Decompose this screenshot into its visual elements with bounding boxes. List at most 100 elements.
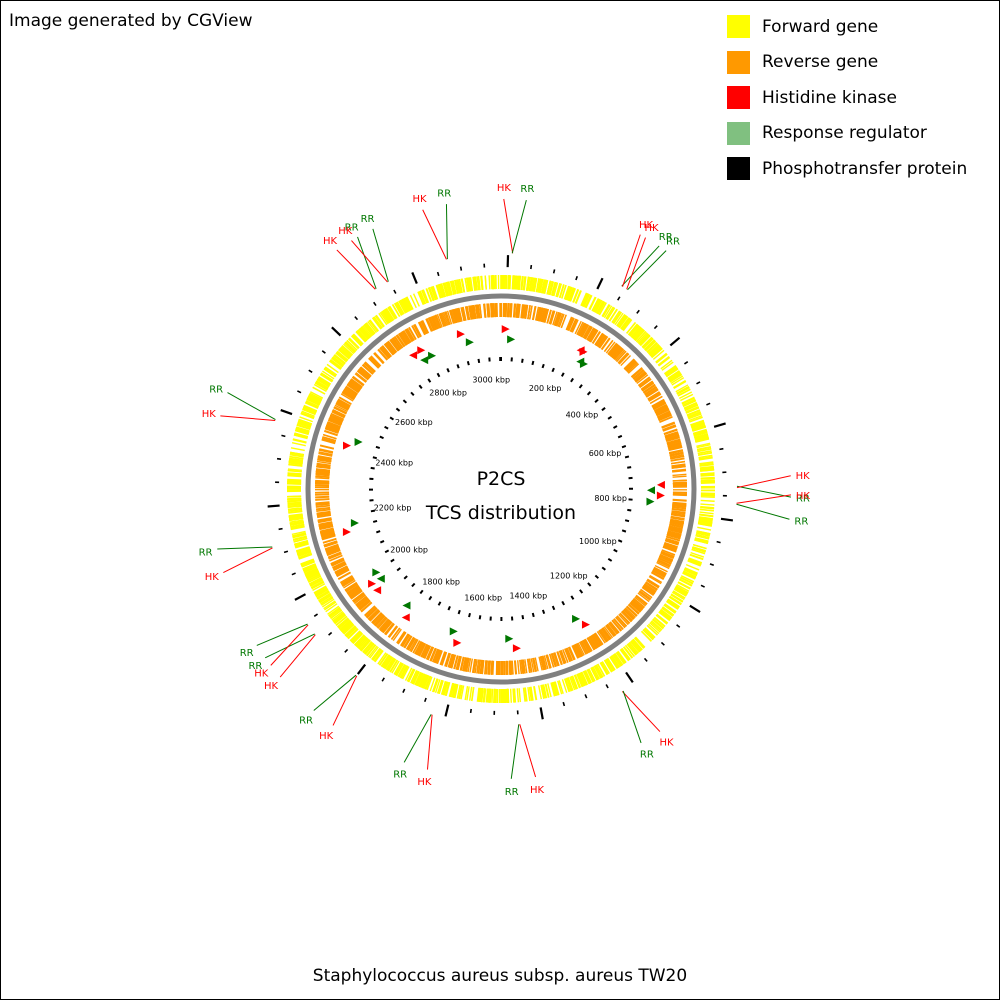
reverse-gene [659,416,673,424]
forward-gene [443,282,449,297]
response-regulator-marker [507,335,516,344]
outer-tick [373,301,377,307]
tcs-callout-line [357,236,377,289]
reverse-gene [639,378,652,388]
forward-gene [312,386,326,395]
forward-gene [297,422,311,429]
reverse-gene [580,640,589,654]
reverse-gene [647,391,660,400]
reverse-gene [665,436,680,442]
reverse-gene [355,595,367,606]
reverse-gene [671,506,687,510]
forward-gene [667,599,680,609]
forward-gene [483,688,487,703]
reverse-gene [385,623,395,636]
forward-gene [377,652,387,665]
reverse-gene [449,309,456,324]
reverse-gene [474,659,478,674]
forward-gene [581,671,589,686]
reverse-gene [566,647,574,662]
tcs-callout-line [621,691,661,732]
reverse-gene [364,605,376,617]
forward-gene [335,352,348,363]
cgview-credit: Image generated by CGView [9,11,253,31]
reverse-gene [373,614,385,626]
reverse-gene [460,307,465,322]
reverse-gene [468,305,472,320]
reverse-gene [516,303,520,318]
reverse-gene [344,386,358,396]
reverse-gene [649,574,663,584]
reverse-gene [670,457,685,462]
forward-gene [649,622,661,633]
forward-gene [559,284,565,299]
reverse-gene [410,639,419,653]
reverse-gene [384,343,394,356]
forward-gene [610,655,620,668]
reverse-gene [662,546,677,553]
tcs-callout-line [217,546,273,550]
forward-gene [407,669,416,683]
reverse-gene [517,660,520,675]
forward-gene [363,642,374,655]
reverse-gene [651,571,665,580]
reverse-gene [635,594,648,605]
reverse-gene [455,655,461,670]
reverse-gene [626,606,638,617]
reverse-gene [461,306,466,321]
forward-gene [542,684,547,699]
forward-gene [675,585,689,594]
forward-gene [615,652,625,665]
reverse-gene [538,307,543,322]
reverse-gene [484,660,487,675]
forward-gene [362,641,373,653]
reverse-gene [399,332,409,345]
scale-label: 2800 kbp [429,389,467,398]
forward-gene [676,387,690,395]
reverse-gene [348,587,361,597]
tcs-label: RR [199,547,213,558]
forward-gene [407,668,415,682]
reverse-gene [416,642,425,656]
outer-tick [436,271,440,277]
forward-gene [351,632,363,644]
reverse-gene [403,635,412,648]
forward-gene [633,637,645,649]
forward-gene [655,353,668,364]
forward-gene [294,542,309,548]
tcs-label: HK [497,183,512,194]
reverse-gene [540,307,546,322]
reverse-gene [589,329,598,343]
forward-gene [566,677,572,692]
reverse-gene [334,404,348,413]
forward-gene [690,551,705,558]
reverse-gene [616,615,628,627]
reverse-gene [671,508,686,512]
forward-gene [678,391,693,400]
reverse-gene [382,621,393,634]
tcs-callout-line [313,674,357,711]
reverse-gene [348,587,362,598]
scale-tick [521,358,524,363]
histidine-kinase-marker [409,351,418,360]
forward-gene [291,530,306,536]
reverse-gene [408,327,417,341]
forward-gene [397,663,406,677]
forward-gene [312,583,326,592]
forward-gene [670,594,684,603]
forward-gene [668,372,682,382]
reverse-gene [490,660,493,675]
reverse-gene [355,596,368,607]
reverse-gene [555,312,561,327]
forward-gene [698,457,713,461]
forward-gene [394,662,403,676]
forward-gene [700,499,715,502]
reverse-gene [553,312,560,326]
forward-gene [444,681,450,696]
forward-gene [632,638,643,651]
forward-gene [348,337,360,349]
response-regulator-marker [646,486,655,495]
reverse-gene [370,355,382,367]
reverse-gene [528,305,533,320]
forward-gene [567,677,574,691]
